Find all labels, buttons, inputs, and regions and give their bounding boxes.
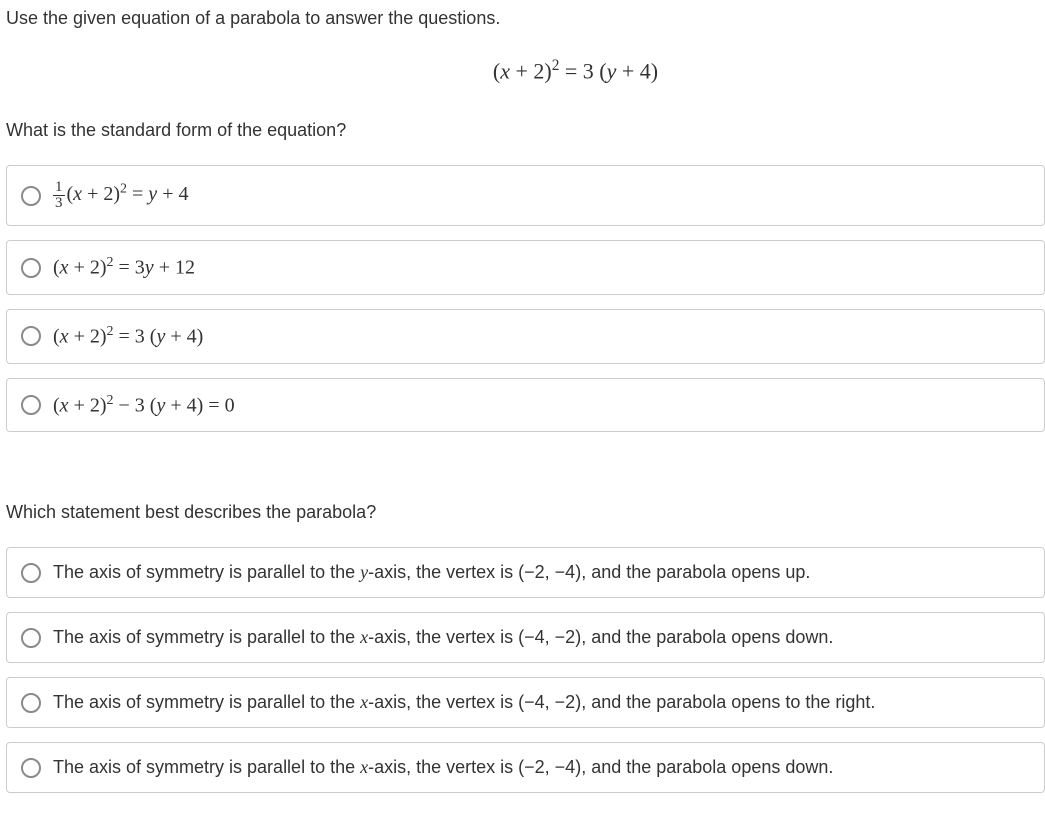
radio-icon: [21, 186, 41, 206]
q2-option-1-label: The axis of symmetry is parallel to the …: [53, 562, 810, 583]
radio-icon: [21, 758, 41, 778]
q1-option-2-label: (x + 2)2 = 3y + 12: [53, 255, 195, 280]
q2-option-4[interactable]: The axis of symmetry is parallel to the …: [6, 742, 1045, 793]
q2-option-3[interactable]: The axis of symmetry is parallel to the …: [6, 677, 1045, 728]
main-equation: (x + 2)2 = 3 (y + 4): [6, 57, 1045, 84]
radio-icon: [21, 258, 41, 278]
q1-prompt: What is the standard form of the equatio…: [6, 120, 1045, 141]
intro-text: Use the given equation of a parabola to …: [6, 8, 1045, 29]
radio-icon: [21, 395, 41, 415]
q2-option-1[interactable]: The axis of symmetry is parallel to the …: [6, 547, 1045, 598]
radio-icon: [21, 326, 41, 346]
q2-options: The axis of symmetry is parallel to the …: [6, 547, 1045, 793]
q1-option-4[interactable]: (x + 2)2 − 3 (y + 4) = 0: [6, 378, 1045, 433]
q1-option-3[interactable]: (x + 2)2 = 3 (y + 4): [6, 309, 1045, 364]
q1-options: 13(x + 2)2 = y + 4 (x + 2)2 = 3y + 12 (x…: [6, 165, 1045, 432]
radio-icon: [21, 693, 41, 713]
q2-option-3-label: The axis of symmetry is parallel to the …: [53, 692, 875, 713]
q1-option-4-label: (x + 2)2 − 3 (y + 4) = 0: [53, 393, 235, 418]
radio-icon: [21, 628, 41, 648]
radio-icon: [21, 563, 41, 583]
q1-option-2[interactable]: (x + 2)2 = 3y + 12: [6, 240, 1045, 295]
q1-option-1[interactable]: 13(x + 2)2 = y + 4: [6, 165, 1045, 226]
q2-prompt: Which statement best describes the parab…: [6, 502, 1045, 523]
q1-option-1-label: 13(x + 2)2 = y + 4: [53, 180, 188, 211]
q2-option-4-label: The axis of symmetry is parallel to the …: [53, 757, 833, 778]
q2-option-2-label: The axis of symmetry is parallel to the …: [53, 627, 833, 648]
q1-option-3-label: (x + 2)2 = 3 (y + 4): [53, 324, 203, 349]
q2-option-2[interactable]: The axis of symmetry is parallel to the …: [6, 612, 1045, 663]
